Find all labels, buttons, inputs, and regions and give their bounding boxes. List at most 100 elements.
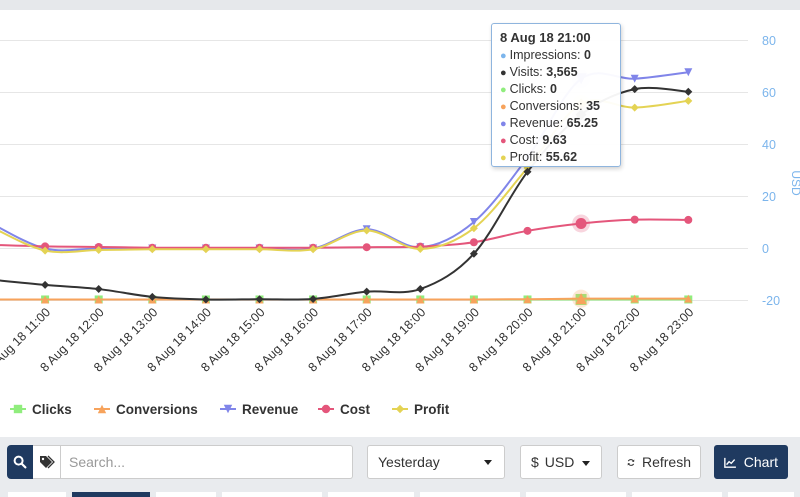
point-profit xyxy=(41,246,50,255)
point-cost xyxy=(469,238,478,247)
tab-stub[interactable] xyxy=(526,492,626,497)
legend-item-clicks[interactable]: Clicks xyxy=(10,402,72,417)
bottom-toolbar: Yesterday $ USD Refresh Chart xyxy=(0,437,800,497)
point-conversions xyxy=(523,295,532,304)
point-visits xyxy=(255,295,264,304)
point-conversions xyxy=(575,293,587,305)
point-visits xyxy=(309,294,318,303)
tooltip-label: Visits: xyxy=(509,65,547,79)
top-strip xyxy=(0,0,800,10)
point-conversions xyxy=(94,295,103,304)
tag-filter-button[interactable] xyxy=(33,445,61,479)
tooltip-row-impressions: ● Impressions: 0 xyxy=(500,47,620,64)
bottom-tabs-strip xyxy=(0,492,800,497)
point-visits xyxy=(94,285,103,294)
tooltip-dot: ● xyxy=(500,50,507,62)
date-range-select[interactable]: Yesterday xyxy=(367,445,505,479)
refresh-icon xyxy=(627,458,635,466)
tooltip-dot: ● xyxy=(500,84,507,96)
refresh-button[interactable]: Refresh xyxy=(617,445,701,479)
point-revenue xyxy=(630,74,639,83)
tooltip-label: Impressions: xyxy=(509,48,584,62)
tab-stub[interactable] xyxy=(328,492,414,497)
tooltip-dot: ● xyxy=(500,152,507,164)
tab-stub[interactable] xyxy=(8,492,66,497)
tab-stub[interactable] xyxy=(728,492,794,497)
point-conversions xyxy=(362,295,371,304)
point-profit xyxy=(362,226,371,235)
y-tick-label: -20 xyxy=(762,294,780,308)
legend-item-cost[interactable]: Cost xyxy=(318,402,371,417)
point-revenue xyxy=(469,217,478,226)
point-conversions xyxy=(630,294,639,303)
tooltip-value: 0 xyxy=(549,82,557,96)
tooltip-dot: ● xyxy=(500,101,507,113)
chart-label: Chart xyxy=(743,454,778,470)
tooltip-value: 65.25 xyxy=(566,116,598,130)
search-button[interactable] xyxy=(7,445,33,479)
tooltip-row-profit: ● Profit: 55.62 xyxy=(500,149,620,166)
legend-symbol-profit xyxy=(395,404,405,414)
point-conversions xyxy=(469,295,478,304)
point-visits xyxy=(469,249,478,258)
tooltip-row-cost: ● Cost: 9.63 xyxy=(500,132,620,149)
tooltip-value: 3,565 xyxy=(546,65,578,79)
tooltip-label: Conversions: xyxy=(509,99,587,113)
point-profit xyxy=(416,245,425,254)
point-visits xyxy=(201,295,210,304)
chevron-down-icon xyxy=(582,461,590,466)
series-conversions xyxy=(0,289,693,308)
tooltip-value: 55.62 xyxy=(545,150,578,164)
series-line-conversions xyxy=(0,297,689,301)
legend-item-profit[interactable]: Profit xyxy=(392,402,450,417)
point-visits xyxy=(416,285,425,294)
line-chart-icon xyxy=(724,457,736,468)
point-profit xyxy=(201,245,210,254)
tooltip-label: Revenue: xyxy=(509,116,567,130)
tab-stub[interactable] xyxy=(420,492,520,497)
tab-stub[interactable] xyxy=(632,492,722,497)
y-axis-title: USD xyxy=(789,170,800,196)
point-conversions xyxy=(416,295,425,304)
chart-legend: Clicks Conversions Revenue Cost Profit xyxy=(10,402,450,417)
tab-stub-active[interactable] xyxy=(72,492,150,497)
point-visits xyxy=(523,167,532,176)
y-tick-label: 60 xyxy=(762,86,776,100)
point-profit xyxy=(469,224,478,233)
point-cost xyxy=(575,217,587,229)
legend-label: Cost xyxy=(340,402,371,417)
chart-toggle-button[interactable]: Chart xyxy=(714,445,788,479)
point-conversions xyxy=(41,295,50,304)
point-profit xyxy=(148,245,157,254)
legend-symbol-cost xyxy=(321,404,331,414)
y-tick-label: 0 xyxy=(762,242,769,256)
point-cost xyxy=(523,226,532,235)
y-tick-label: 40 xyxy=(762,138,776,152)
y-tick-label: 80 xyxy=(762,34,776,48)
point-visits xyxy=(362,287,371,296)
tooltip-value: 35 xyxy=(586,99,600,113)
series-cost xyxy=(0,214,693,252)
legend-item-conversions[interactable]: Conversions xyxy=(94,402,198,417)
legend-item-revenue[interactable]: Revenue xyxy=(220,402,299,417)
point-cost xyxy=(684,215,693,224)
tooltip-row-conversions: ● Conversions: 35 xyxy=(500,98,620,115)
tooltip-dot: ● xyxy=(500,118,507,130)
tab-stub[interactable] xyxy=(156,492,216,497)
tooltip-label: Clicks: xyxy=(509,82,550,96)
search-input[interactable] xyxy=(61,445,353,479)
point-visits xyxy=(41,280,50,289)
point-visits xyxy=(684,87,693,96)
currency-select[interactable]: $ USD xyxy=(520,445,602,479)
tooltip-dot: ● xyxy=(500,135,507,147)
tab-stub[interactable] xyxy=(222,492,322,497)
tooltip-value: 0 xyxy=(584,48,591,62)
point-visits xyxy=(148,292,157,301)
search-group xyxy=(7,445,353,479)
chart-panel: 80 60 40 20 0 -20 USD 8 Aug 18 10:008 Aug 18 … xyxy=(0,10,800,437)
currency-symbol: $ xyxy=(531,454,539,470)
date-range-value: Yesterday xyxy=(378,454,440,470)
chart-tooltip: 8 Aug 18 21:00 ● Impressions: 0 ● Visits: 3… xyxy=(491,23,621,167)
y-tick-label: 20 xyxy=(762,190,776,204)
legend-symbol-clicks xyxy=(13,404,23,414)
